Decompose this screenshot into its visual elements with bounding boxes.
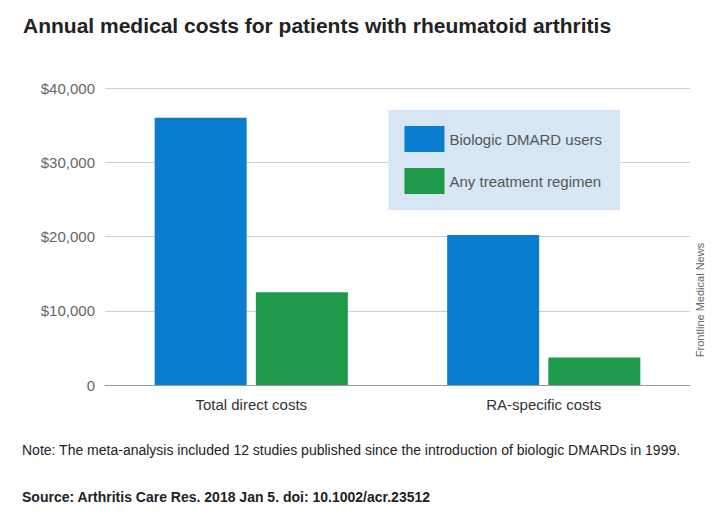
svg-text:Annual medical costs for patie: Annual medical costs for patients with r…: [23, 14, 611, 37]
svg-text:Any treatment regimen: Any treatment regimen: [449, 173, 601, 190]
svg-text:RA-specific costs: RA-specific costs: [486, 396, 601, 413]
svg-text:$30,000: $30,000: [41, 154, 95, 171]
svg-text:Note: The meta-analysis includ: Note: The meta-analysis included 12 stud…: [22, 442, 680, 458]
svg-text:Source: Arthritis Care Res. 20: Source: Arthritis Care Res. 2018 Jan 5. …: [22, 489, 430, 505]
svg-text:Frontline Medical News: Frontline Medical News: [694, 242, 706, 357]
svg-text:$40,000: $40,000: [41, 80, 95, 97]
svg-text:$20,000: $20,000: [41, 228, 95, 245]
svg-text:$10,000: $10,000: [41, 302, 95, 319]
svg-text:0: 0: [87, 377, 95, 394]
svg-text:Biologic DMARD users: Biologic DMARD users: [449, 131, 602, 148]
svg-text:Total direct costs: Total direct costs: [195, 396, 307, 413]
